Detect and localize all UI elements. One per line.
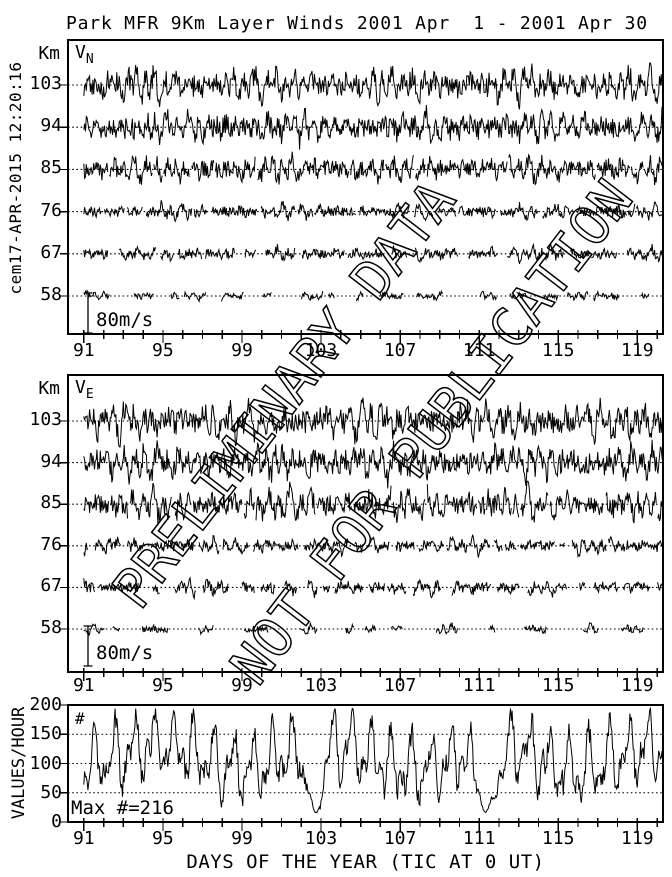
altitude-tick-label: 76 — [40, 199, 62, 221]
altitude-tick-label: 103 — [29, 73, 62, 94]
x-tick-label: 95 — [152, 828, 174, 849]
x-tick-label: 103 — [304, 340, 338, 361]
x-tick-label: 99 — [231, 340, 253, 361]
altitude-tick-label: 58 — [40, 284, 62, 305]
altitude-tick-label: 103 — [29, 409, 62, 430]
x-tick-label: 95 — [152, 675, 174, 696]
count-tick-label: 0 — [51, 811, 62, 832]
count-tick-label: 50 — [40, 781, 62, 803]
altitude-tick-label: 67 — [40, 241, 62, 263]
panel-label-ve: VE — [75, 377, 94, 403]
max-count-annotation: Max #=216 — [71, 797, 174, 819]
altitude-tick-label: 67 — [40, 575, 62, 597]
x-tick-label: 95 — [152, 340, 174, 361]
x-tick-label: 103 — [304, 828, 338, 849]
series-symbol: # — [75, 709, 85, 728]
altitude-tick-label: 58 — [40, 617, 62, 638]
x-tick-label: 119 — [621, 340, 654, 361]
x-tick-label: 111 — [462, 340, 496, 361]
x-tick-label: 99 — [231, 828, 253, 849]
altitude-tick-label: 94 — [40, 115, 62, 137]
x-tick-label: 107 — [383, 828, 417, 849]
x-tick-label: 115 — [541, 828, 575, 849]
count-tick-label: 100 — [29, 752, 62, 774]
x-tick-label: 115 — [541, 340, 575, 361]
x-tick-label: 111 — [462, 828, 496, 849]
count-tick-label: 150 — [29, 723, 62, 745]
x-tick-label: 91 — [72, 340, 95, 361]
altitude-tick-label: 85 — [40, 157, 62, 179]
count-tick-label: 200 — [29, 694, 62, 715]
x-tick-label: 115 — [541, 675, 575, 696]
x-tick-label: 91 — [72, 828, 95, 849]
panel-label-vn: VN — [75, 42, 94, 68]
scale-bar-label: 80m/s — [96, 642, 154, 664]
x-tick-label: 91 — [72, 675, 95, 696]
x-axis-title: DAYS OF THE YEAR (TIC AT 0 UT) — [186, 851, 545, 873]
x-tick-label: 107 — [383, 340, 417, 361]
x-tick-label: 119 — [621, 675, 654, 696]
scale-bar-label: 80m/s — [96, 309, 154, 331]
x-tick-label: 103 — [304, 675, 338, 696]
y-axis-unit-label: Km — [38, 43, 60, 64]
x-tick-label: 119 — [621, 828, 654, 849]
x-tick-label: 99 — [231, 675, 253, 696]
page-title: Park MFR 9Km Layer Winds 2001 Apr 1 - 20… — [66, 13, 648, 34]
altitude-tick-label: 76 — [40, 533, 62, 555]
altitude-tick-label: 85 — [40, 492, 62, 514]
y-axis-unit-label: Km — [38, 378, 60, 399]
x-tick-label: 111 — [462, 675, 496, 696]
x-tick-label: 107 — [383, 675, 417, 696]
altitude-tick-label: 94 — [40, 450, 62, 472]
